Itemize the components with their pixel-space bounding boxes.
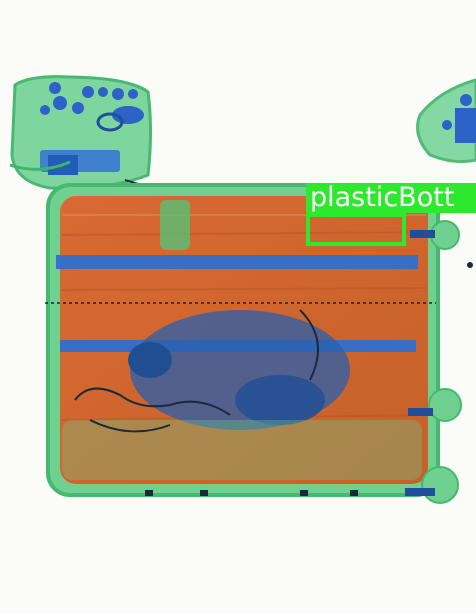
detection-bounding-box — [306, 213, 406, 246]
detection-label: plasticBott — [306, 183, 476, 213]
small-bag — [9, 75, 159, 190]
partial-bag-right — [416, 78, 476, 164]
main-suitcase — [45, 183, 473, 504]
